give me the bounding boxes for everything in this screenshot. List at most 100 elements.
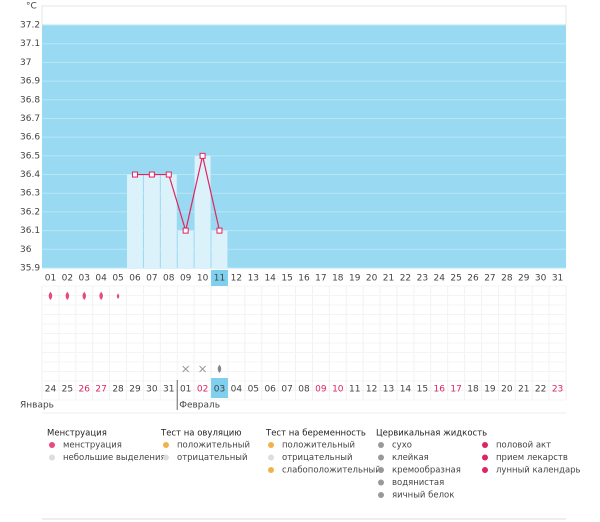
x-tick-label: 24 [433,274,445,284]
x-tick-label: 22 [400,274,411,284]
x-tick-label: 15 [281,274,292,284]
x-tick-label: 26 [467,274,479,284]
menstruation-icon [48,291,53,300]
legend-icon [268,467,274,473]
date-label: 07 [281,385,292,395]
date-label: 10 [332,385,344,395]
bar [160,174,177,268]
x-tick-label: 12 [231,274,242,284]
date-label: 29 [129,385,141,395]
x-tick-label: 14 [264,274,276,284]
date-label: 06 [264,385,276,395]
x-tick-label: 23 [417,274,428,284]
y-tick-label: 36.4 [20,170,40,180]
x-tick-label: 20 [366,274,378,284]
date-label: 11 [349,385,360,395]
plot-area [42,25,566,268]
point [216,227,223,234]
legend-item: водянистая [392,478,444,488]
date-label: 21 [518,385,529,395]
legend-title: Менструация [47,429,107,439]
x-tick-label: 09 [180,274,192,284]
date-label: 25 [62,385,73,395]
x-tick-label: 07 [146,274,157,284]
x-tick-label: 01 [45,274,56,284]
date-label: 28 [112,385,124,395]
date-label: 12 [366,385,377,395]
date-label: 17 [450,385,461,395]
legend-item: отрицательный [282,453,352,463]
month-label: Январь [20,401,54,411]
x-tick-label: 06 [129,274,141,284]
x-tick-label: 08 [163,274,175,284]
point [148,171,155,178]
x-tick-label: 05 [112,274,123,284]
x-tick-label: 30 [535,274,547,284]
x-tick-label: 29 [518,274,530,284]
bar [194,155,211,268]
date-label: 01 [180,385,191,395]
month-label: Февраль [179,401,220,411]
legend-title: Тест на овуляцию [160,429,241,439]
legend-icon [378,454,384,461]
legend-item: кремообразная [392,466,461,476]
legend-icon [268,454,274,461]
legend-icon [482,467,488,473]
legend-item: положительный [177,441,250,451]
legend-icon [482,454,488,461]
legend-icon [163,442,169,448]
point [182,227,189,234]
legend-item: слабоположительный [282,466,381,476]
legend-title: Тест на беременность [265,429,366,439]
y-tick-label: 36.1 [20,226,40,236]
legend-item: прием лекарств [496,453,568,463]
x-tick-label: 18 [332,274,344,284]
x-tick-label: 17 [315,274,326,284]
date-label: 27 [95,385,106,395]
y-tick-label: 37 [20,58,31,68]
bar [127,174,143,268]
date-label: 30 [146,385,158,395]
bar [177,230,194,268]
date-label: 31 [163,385,174,395]
eggwhite-icon [217,364,222,373]
menstruation-icon [99,291,103,300]
legend-icon [378,467,384,473]
plot-top [41,5,567,26]
legend-icon [378,492,384,498]
menstruation-icon [82,291,87,300]
x-tick-label: 10 [197,274,209,284]
date-label: 23 [552,385,563,395]
today-highlight [211,270,228,286]
y-tick-label: 37.2 [20,21,40,31]
y-tick-label: 36.9 [20,77,40,87]
legend-item: половой акт [496,441,551,451]
legend-item: отрицательный [177,453,247,463]
x-tick-label: 21 [383,274,394,284]
legend-item: положительный [282,441,355,451]
point [199,152,206,159]
y-tick-label: 35.9 [20,264,40,274]
point [131,171,138,178]
y-tick-label: 37.1 [20,39,40,49]
y-tick-label: 36.7 [20,114,40,124]
menstruation-icon [65,291,70,300]
x-tick-label: 11 [214,274,225,284]
date-label: 24 [45,385,57,395]
legend-title: Цервикальная жидкость [376,429,487,439]
legend-icon [163,454,169,461]
date-label: 13 [383,385,394,395]
legend-item: менструация [63,441,122,451]
y-tick-label: 36.3 [20,189,40,199]
dry-icon [182,365,190,373]
date-label: 26 [79,385,91,395]
date-label: 20 [501,385,513,395]
legend-item: лунный календарь [496,466,581,476]
date-label: 08 [298,385,310,395]
x-tick-label: 02 [62,274,73,284]
date-label: 15 [417,385,428,395]
date-label: 05 [248,385,259,395]
legend-item: клейкая [392,453,429,463]
date-label: 02 [197,385,208,395]
